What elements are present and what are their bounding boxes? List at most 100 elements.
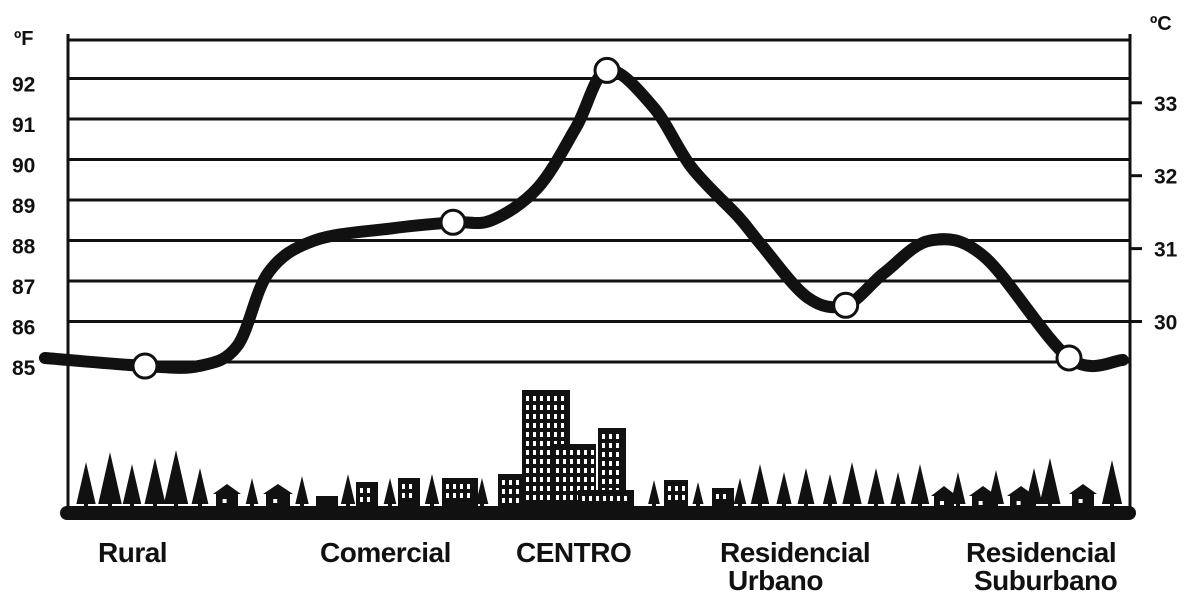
building-window: [577, 468, 580, 473]
building-window: [563, 477, 566, 482]
building-window: [547, 486, 550, 491]
building-window: [556, 495, 559, 500]
tree-trunk: [850, 502, 854, 508]
right-tick-label: 32: [1154, 166, 1177, 189]
tree-silhouette: [692, 482, 704, 504]
building-window: [540, 423, 543, 428]
tree-silhouette: [245, 478, 259, 504]
zone-label: Rural: [98, 537, 167, 568]
building-window: [540, 414, 543, 419]
building-window: [554, 414, 557, 419]
building-window: [563, 486, 566, 491]
tree-silhouette: [733, 478, 747, 504]
building-window: [617, 496, 620, 501]
tree-silhouette: [950, 472, 966, 504]
building-window: [467, 493, 470, 498]
building-window: [547, 396, 550, 401]
building-window: [609, 443, 612, 448]
building-window: [533, 450, 536, 455]
zone-label: Residencial: [720, 537, 870, 568]
building-window: [409, 484, 412, 489]
tree-silhouette: [1101, 460, 1123, 504]
building-window: [509, 489, 512, 494]
zone-label: Comercial: [320, 537, 451, 568]
building-window: [540, 432, 543, 437]
building-window: [591, 459, 594, 464]
building-window: [533, 414, 536, 419]
building-window: [533, 423, 536, 428]
building-window: [616, 461, 619, 466]
right-tick-label: 30: [1154, 312, 1177, 335]
left-tick-label: 92: [12, 74, 35, 97]
building-window: [596, 496, 599, 501]
tree-silhouette: [163, 450, 189, 504]
building-window: [453, 484, 456, 489]
tree-trunk: [896, 502, 900, 508]
house-roof: [931, 486, 957, 496]
tree-trunk: [153, 502, 157, 508]
tree-trunk: [174, 502, 178, 508]
left-tick-label: 86: [12, 317, 35, 340]
building-window: [570, 486, 573, 491]
building-window: [609, 470, 612, 475]
building-window: [360, 497, 363, 502]
tree-trunk: [782, 502, 786, 508]
building-window: [367, 488, 370, 493]
city-skyline-illustration: [76, 390, 1123, 508]
right-tick-label: 31: [1154, 239, 1178, 262]
building-window: [526, 477, 529, 482]
building-window: [446, 484, 449, 489]
building-window: [547, 477, 550, 482]
building-window: [616, 452, 619, 457]
tree-trunk: [84, 502, 88, 508]
building-window: [603, 496, 606, 501]
house-roof: [213, 484, 241, 494]
tree-silhouette: [191, 468, 209, 504]
building-window: [616, 443, 619, 448]
building-window: [554, 441, 557, 446]
left-axis-ticks: 85 86 87 88 89 90 91 92: [12, 74, 36, 381]
house-roof: [1007, 486, 1035, 496]
building-window: [570, 450, 573, 455]
building-window: [561, 414, 564, 419]
building-window: [675, 486, 678, 491]
building-window: [509, 498, 512, 503]
building-window: [563, 468, 566, 473]
tree-trunk: [804, 502, 808, 508]
temperature-curve: [38, 64, 1129, 374]
building-window: [402, 493, 405, 498]
building-window: [577, 486, 580, 491]
building-window: [526, 486, 529, 491]
building-window: [682, 486, 685, 491]
tree-trunk: [738, 502, 742, 508]
building-window: [616, 479, 619, 484]
house-silhouette: [266, 494, 290, 508]
tree-trunk: [1110, 502, 1114, 508]
building-window: [526, 468, 529, 473]
building-window: [584, 459, 587, 464]
building-window: [367, 497, 370, 502]
building-silhouette: [356, 482, 378, 508]
tree-trunk: [346, 502, 350, 508]
data-point-marker: [1055, 344, 1083, 372]
building-window: [360, 488, 363, 493]
building-window: [533, 468, 536, 473]
data-point-marker: [131, 352, 159, 380]
building-window: [561, 432, 564, 437]
right-axis-unit: ºC: [1150, 13, 1172, 35]
building-window: [577, 459, 580, 464]
building-window: [577, 477, 580, 482]
tree-trunk: [1048, 502, 1052, 508]
building-window: [723, 494, 726, 499]
house-silhouette: [216, 494, 238, 508]
tree-silhouette: [797, 468, 815, 504]
tree-trunk: [828, 502, 832, 508]
building-window: [602, 434, 605, 439]
building-window: [570, 459, 573, 464]
tree-silhouette: [76, 462, 96, 504]
tree-silhouette: [424, 474, 440, 504]
building-window: [561, 405, 564, 410]
building-window: [602, 452, 605, 457]
building-window: [533, 486, 536, 491]
tree-trunk: [956, 502, 960, 508]
